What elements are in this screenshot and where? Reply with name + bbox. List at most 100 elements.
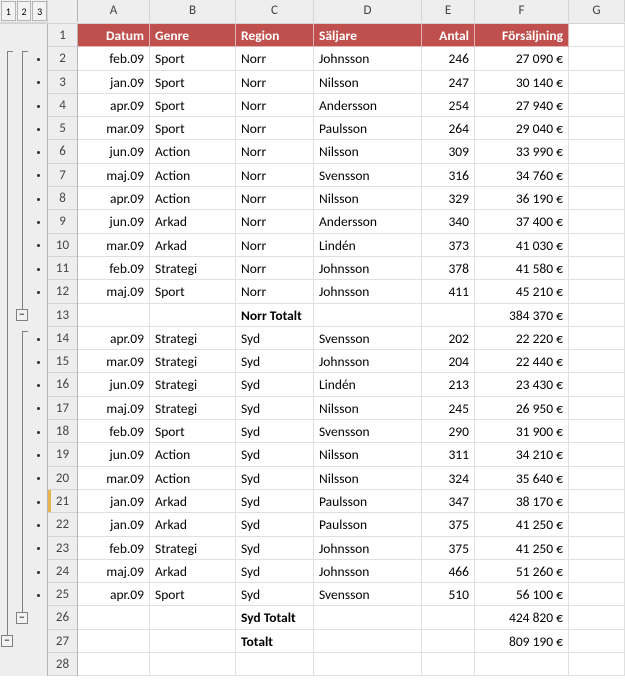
cell-region[interactable]: Norr	[236, 234, 314, 257]
outline-collapse-button[interactable]: −	[1, 635, 13, 647]
row-header-10[interactable]: 10	[48, 234, 77, 257]
cell-date[interactable]: jun.09	[78, 443, 150, 466]
cell-sales[interactable]: 22 440 €	[475, 350, 569, 373]
cell-empty[interactable]	[569, 467, 625, 490]
row-header-2[interactable]: 2	[48, 47, 77, 70]
cell-empty[interactable]	[150, 630, 236, 653]
cell-sales[interactable]: 41 250 €	[475, 537, 569, 560]
cell-region[interactable]: Syd	[236, 327, 314, 350]
cell-genre[interactable]: Action	[150, 164, 236, 187]
cell-sales[interactable]: 37 400 €	[475, 210, 569, 233]
cell-genre[interactable]: Arkad	[150, 234, 236, 257]
cell-genre[interactable]: Arkad	[150, 210, 236, 233]
cell-seller[interactable]: Paulsson	[314, 117, 422, 140]
cell-region[interactable]: Syd	[236, 350, 314, 373]
cell-count[interactable]: 324	[422, 467, 475, 490]
cell-empty[interactable]	[569, 327, 625, 350]
cell-total-value[interactable]: 424 820 €	[475, 606, 569, 629]
cell-count[interactable]: 316	[422, 164, 475, 187]
cell-empty[interactable]	[569, 583, 625, 606]
cell-date[interactable]: feb.09	[78, 47, 150, 70]
cell-region[interactable]: Norr	[236, 280, 314, 303]
header-cell[interactable]: Säljare	[314, 24, 422, 47]
cell-seller[interactable]: Paulsson	[314, 513, 422, 536]
cell-region[interactable]: Norr	[236, 47, 314, 70]
cell-genre[interactable]: Action	[150, 140, 236, 163]
cell-date[interactable]: jun.09	[78, 140, 150, 163]
cell-empty[interactable]	[569, 420, 625, 443]
outline-level-3[interactable]: 3	[32, 1, 47, 21]
cell-region[interactable]: Norr	[236, 71, 314, 94]
cell-sales[interactable]: 27 940 €	[475, 94, 569, 117]
cell-genre[interactable]: Sport	[150, 420, 236, 443]
cell-seller[interactable]: Paulsson	[314, 490, 422, 513]
cell-region[interactable]: Syd	[236, 560, 314, 583]
cell-total-value[interactable]: 809 190 €	[475, 630, 569, 653]
cell-date[interactable]: jan.09	[78, 490, 150, 513]
cell-empty[interactable]	[422, 304, 475, 327]
cell-seller[interactable]: Lindén	[314, 373, 422, 396]
cell-empty[interactable]	[569, 304, 625, 327]
cell-region[interactable]: Syd	[236, 467, 314, 490]
row-header-3[interactable]: 3	[48, 71, 77, 94]
cell-count[interactable]: 264	[422, 117, 475, 140]
cell-empty[interactable]	[150, 653, 236, 676]
cell-empty[interactable]	[569, 350, 625, 373]
column-header-D[interactable]: D	[314, 0, 422, 22]
row-header-27[interactable]: 27	[48, 630, 77, 653]
cell-seller[interactable]: Johnsson	[314, 537, 422, 560]
outline-collapse-button[interactable]: −	[16, 309, 28, 321]
cell-date[interactable]: jun.09	[78, 373, 150, 396]
cell-date[interactable]: jan.09	[78, 71, 150, 94]
cell-sales[interactable]: 31 900 €	[475, 420, 569, 443]
cell-region[interactable]: Syd	[236, 397, 314, 420]
cell-seller[interactable]: Lindén	[314, 234, 422, 257]
cell-empty[interactable]	[569, 560, 625, 583]
cell-total-label[interactable]: Syd Totalt	[236, 606, 314, 629]
row-header-5[interactable]: 5	[48, 117, 77, 140]
cell-empty[interactable]	[78, 304, 150, 327]
cell-empty[interactable]	[569, 117, 625, 140]
cell-region[interactable]: Norr	[236, 210, 314, 233]
cell-region[interactable]: Norr	[236, 94, 314, 117]
cell-empty[interactable]	[314, 653, 422, 676]
cell-genre[interactable]: Arkad	[150, 513, 236, 536]
cell-date[interactable]: apr.09	[78, 94, 150, 117]
column-header-G[interactable]: G	[569, 0, 625, 22]
cell-empty[interactable]	[314, 630, 422, 653]
cell-count[interactable]: 378	[422, 257, 475, 280]
cell-seller[interactable]: Nilsson	[314, 140, 422, 163]
row-header-1[interactable]: 1	[48, 24, 77, 47]
cell-genre[interactable]: Sport	[150, 117, 236, 140]
row-header-13[interactable]: 13	[48, 304, 77, 327]
cell-sales[interactable]: 29 040 €	[475, 117, 569, 140]
cell-seller[interactable]: Johnsson	[314, 257, 422, 280]
cell-region[interactable]: Norr	[236, 187, 314, 210]
cell-count[interactable]: 466	[422, 560, 475, 583]
cell-genre[interactable]: Action	[150, 443, 236, 466]
cell-empty[interactable]	[569, 71, 625, 94]
cell-region[interactable]: Syd	[236, 373, 314, 396]
row-header-23[interactable]: 23	[48, 537, 77, 560]
row-header-14[interactable]: 14	[48, 327, 77, 350]
cell-date[interactable]: feb.09	[78, 420, 150, 443]
row-header-9[interactable]: 9	[48, 210, 77, 233]
column-header-F[interactable]: F	[475, 0, 569, 22]
row-header-8[interactable]: 8	[48, 187, 77, 210]
cell-date[interactable]: maj.09	[78, 164, 150, 187]
cell-seller[interactable]: Andersson	[314, 94, 422, 117]
cell-empty[interactable]	[569, 537, 625, 560]
cell-genre[interactable]: Sport	[150, 583, 236, 606]
cell-region[interactable]: Syd	[236, 420, 314, 443]
cell-sales[interactable]: 30 140 €	[475, 71, 569, 94]
cell-empty[interactable]	[569, 94, 625, 117]
cell-count[interactable]: 247	[422, 71, 475, 94]
cell-count[interactable]: 246	[422, 47, 475, 70]
cell-total-value[interactable]: 384 370 €	[475, 304, 569, 327]
cell-sales[interactable]: 45 210 €	[475, 280, 569, 303]
cell-seller[interactable]: Nilsson	[314, 397, 422, 420]
cell-seller[interactable]: Nilsson	[314, 467, 422, 490]
cell-region[interactable]: Syd	[236, 443, 314, 466]
cell-seller[interactable]: Svensson	[314, 164, 422, 187]
cell-count[interactable]: 204	[422, 350, 475, 373]
